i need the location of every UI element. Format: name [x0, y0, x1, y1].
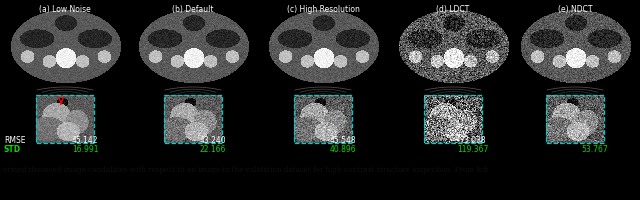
Text: 43.240: 43.240: [200, 136, 227, 145]
Text: 45.142: 45.142: [72, 136, 99, 145]
Text: 119.367: 119.367: [458, 145, 489, 154]
Text: 16.991: 16.991: [72, 145, 99, 154]
Text: STD: STD: [4, 145, 21, 154]
Text: 22.166: 22.166: [200, 145, 226, 154]
Text: (c) High Resolution: (c) High Resolution: [287, 5, 360, 14]
Text: (e) NDCT: (e) NDCT: [557, 5, 592, 14]
Text: 73.038: 73.038: [460, 136, 486, 145]
Text: erated denoised image candidates with respect to an image in the validation data: erated denoised image candidates with re…: [3, 166, 489, 174]
Text: (d) LDCT: (d) LDCT: [436, 5, 470, 14]
Text: (b) Default: (b) Default: [172, 5, 214, 14]
Text: (a) Low Noise: (a) Low Noise: [39, 5, 91, 14]
Text: 53.767: 53.767: [582, 145, 609, 154]
Text: -: -: [594, 136, 596, 145]
Text: 45.548: 45.548: [330, 136, 356, 145]
Text: 40.896: 40.896: [330, 145, 356, 154]
Text: RMSE: RMSE: [4, 136, 26, 145]
